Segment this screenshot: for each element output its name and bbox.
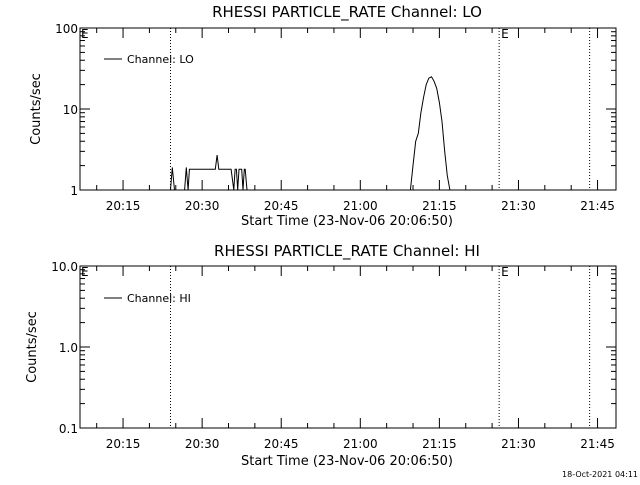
lo-left-marker-label: E	[81, 27, 89, 41]
lo-x-tick-label: 21:00	[343, 199, 378, 213]
lo-y-tick-label: 10	[63, 103, 78, 117]
footer-timestamp: 18-Oct-2021 04:11	[562, 470, 638, 479]
lo-x-tick-label: 21:45	[580, 199, 615, 213]
lo-x-tick-label: 21:30	[501, 199, 536, 213]
lo-y-tick-label: 100	[55, 22, 78, 36]
lo-event-marker-label: E	[501, 27, 509, 41]
hi-x-tick-label: 20:45	[264, 437, 299, 451]
hi-chart-title: RHESSI PARTICLE_RATE Channel: HI	[214, 242, 480, 261]
lo-legend-label: Channel: LO	[127, 53, 194, 66]
hi-channel-panel: RHESSI PARTICLE_RATE Channel: HI 0.1 1.0 1…	[25, 242, 617, 469]
hi-y-tick-label: 1.0	[59, 341, 78, 355]
lo-event-markers: E	[170, 27, 591, 190]
lo-chart-title: RHESSI PARTICLE_RATE Channel: LO	[212, 3, 482, 22]
lo-x-tick-label: 20:45	[264, 199, 299, 213]
hi-x-axis: 20:15 20:30 20:45 21:00 21:15 21:30 21:45	[96, 266, 615, 451]
hi-event-marker-label: E	[501, 265, 509, 279]
hi-y-tick-label: 10.0	[51, 260, 78, 274]
hi-x-tick-label: 20:30	[185, 437, 220, 451]
lo-y-tick-label: 1	[70, 184, 78, 198]
lo-x-tick-label: 21:15	[422, 199, 457, 213]
lo-channel-panel: RHESSI PARTICLE_RATE Channel: LO 110100 …	[29, 3, 617, 229]
lo-x-axis: 20:15 20:30 20:45 21:00 21:15 21:30 21:45	[96, 28, 615, 213]
lo-x-tick-label: 20:15	[106, 199, 141, 213]
hi-y-axis: 0.1 1.0 10.0	[51, 260, 616, 436]
lo-x-tick-label: 20:30	[185, 199, 220, 213]
hi-x-axis-label: Start Time (23-Nov-06 20:06:50)	[241, 454, 453, 469]
hi-legend-label: Channel: HI	[127, 292, 191, 305]
hi-x-tick-label: 21:00	[343, 437, 378, 451]
hi-x-tick-label: 21:45	[580, 437, 615, 451]
lo-y-axis: 1 10 100	[55, 22, 616, 198]
lo-series-line	[170, 76, 461, 191]
hi-y-axis-label: Counts/sec	[25, 311, 40, 383]
hi-x-tick-label: 20:15	[106, 437, 141, 451]
hi-x-tick-label: 21:15	[422, 437, 457, 451]
lo-x-axis-label: Start Time (23-Nov-06 20:06:50)	[241, 214, 453, 229]
hi-y-tick-label: 0.1	[59, 422, 78, 436]
lo-y-axis-label: Counts/sec	[29, 73, 44, 145]
hi-event-markers: E	[170, 265, 591, 428]
lo-series-group	[170, 76, 461, 191]
hi-x-tick-label: 21:30	[501, 437, 536, 451]
hi-left-marker-label: E	[81, 265, 89, 279]
